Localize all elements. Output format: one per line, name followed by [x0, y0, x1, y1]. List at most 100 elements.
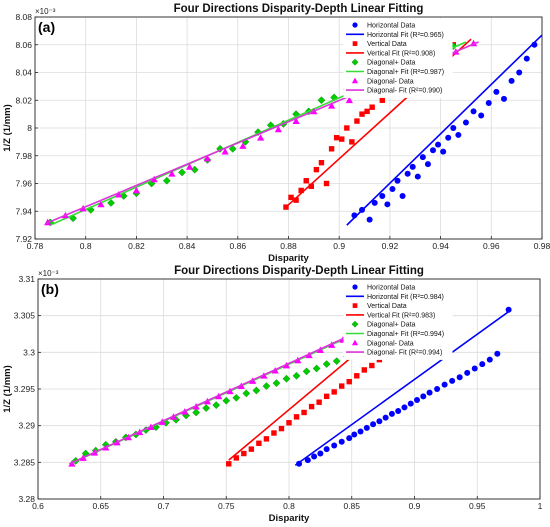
- data-point: [455, 131, 462, 138]
- data-point: [313, 166, 320, 173]
- plot-frame: [34, 16, 543, 240]
- data-point: [346, 435, 353, 442]
- series-horizontal-data: [296, 306, 512, 467]
- legend-entry: Horizontal Fit (R²=0.965): [346, 32, 444, 39]
- data-point: [352, 41, 358, 46]
- x-tick-label: 0.88: [280, 241, 297, 251]
- data-point: [239, 142, 247, 149]
- data-point: [221, 147, 229, 155]
- y-tick-label: 3.285: [14, 457, 36, 467]
- legend-label: Horizontal Data: [367, 285, 415, 292]
- data-point: [292, 117, 300, 124]
- data-point: [404, 170, 411, 177]
- data-point: [212, 401, 221, 410]
- data-point: [311, 453, 318, 460]
- data-point: [303, 178, 309, 184]
- data-point: [401, 404, 408, 411]
- y-exponent-label: ×10⁻³: [35, 7, 56, 16]
- series-horizontal-fit-r-0-965: [346, 34, 543, 226]
- data-point: [202, 404, 211, 412]
- data-point: [282, 374, 291, 383]
- legend-entry: Diagonal- Fit (R²=0.990): [346, 88, 442, 95]
- data-point: [308, 183, 315, 189]
- data-point: [493, 88, 500, 95]
- legend-entry: Vertical Fit (R²=0.983): [346, 312, 435, 319]
- legend-label: Diagonal- Data: [367, 78, 414, 85]
- data-point: [252, 386, 261, 395]
- data-point: [186, 163, 194, 170]
- data-point: [351, 77, 359, 84]
- data-point: [132, 186, 140, 194]
- data-point: [414, 397, 421, 403]
- legend-label: Vertical Data: [367, 41, 407, 48]
- data-point: [286, 420, 292, 426]
- x-tick-label: 0.65: [92, 501, 109, 511]
- data-point: [293, 197, 299, 203]
- data-point: [351, 339, 359, 346]
- data-point: [241, 450, 247, 457]
- data-point: [352, 303, 358, 308]
- data-point: [288, 194, 294, 201]
- y-tick-label: 8.06: [15, 40, 32, 50]
- data-point: [516, 69, 523, 76]
- data-point: [478, 112, 485, 119]
- x-tick-label: 0.78: [27, 241, 44, 251]
- x-axis-label: Disparity: [268, 253, 309, 264]
- chart-panel-a: 0.78 0.8 0.82 0.84 0.86 0.88 0.9 0.92 0.94 0.96 0.…: [2, 3, 550, 264]
- data-point: [389, 186, 396, 193]
- data-point: [424, 161, 431, 168]
- data-point: [327, 102, 336, 109]
- data-point: [272, 379, 281, 388]
- data-point: [242, 389, 251, 398]
- legend-label: Diagonal- Fit (R²=0.994): [367, 350, 442, 357]
- panel-label: (a): [38, 19, 55, 35]
- data-point: [323, 180, 330, 187]
- data-point: [248, 446, 255, 452]
- chart-panel-b: 0.6 0.65 0.7 0.75 0.8 0.85 0.9 0.95 1 3.28 3.285 3.…: [2, 265, 543, 524]
- data-point: [192, 408, 201, 417]
- legend: Horizontal Data Horizontal Fit (R²=0.965)…: [343, 18, 453, 98]
- data-point: [379, 97, 385, 103]
- y-axis-label: 1/Z (1/mm): [2, 104, 13, 152]
- data-point: [376, 418, 383, 425]
- data-point: [382, 414, 389, 421]
- legend-label: Horizontal Fit (R²=0.965): [367, 32, 444, 39]
- data-point: [486, 356, 493, 363]
- data-point: [332, 357, 341, 366]
- data-point: [369, 362, 375, 369]
- data-point: [351, 320, 359, 328]
- y-tick-label: 3.295: [14, 384, 36, 394]
- data-point: [107, 199, 115, 207]
- data-point: [352, 284, 358, 290]
- data-point: [351, 431, 358, 438]
- legend-label: Diagonal+ Data: [367, 60, 416, 67]
- legend-label: Diagonal+ Data: [367, 322, 416, 329]
- data-point: [407, 400, 414, 407]
- data-point: [508, 77, 515, 84]
- legend-entry: Vertical Data: [352, 41, 407, 48]
- data-point: [479, 361, 486, 368]
- data-point: [464, 369, 471, 376]
- data-point: [445, 134, 452, 141]
- data-point: [388, 410, 395, 417]
- data-point: [352, 22, 358, 28]
- legend-entry: Diagonal- Fit (R²=0.994): [346, 350, 442, 357]
- data-point: [462, 119, 469, 126]
- legend-label: Diagonal+ Fit (R²=0.994): [367, 331, 444, 338]
- x-tick-label: 1: [538, 501, 543, 511]
- x-tick-label: 0.6: [32, 501, 44, 511]
- legend-entry: Horizontal Fit (R²=0.984): [346, 294, 444, 301]
- data-point: [345, 96, 353, 104]
- y-tick-label: 3.29: [18, 421, 35, 431]
- data-point: [97, 200, 105, 208]
- x-tick-label: 0.94: [432, 241, 449, 251]
- data-point: [440, 148, 447, 155]
- legend-label: Diagonal- Fit (R²=0.990): [367, 88, 442, 95]
- data-point: [441, 381, 448, 388]
- data-point: [359, 111, 365, 117]
- y-tick-label: 7.96: [15, 179, 32, 189]
- data-point: [115, 191, 123, 198]
- legend-label: Diagonal- Data: [367, 340, 414, 347]
- x-tick-label: 0.9: [409, 501, 421, 511]
- y-tick-label: 8.08: [15, 12, 32, 22]
